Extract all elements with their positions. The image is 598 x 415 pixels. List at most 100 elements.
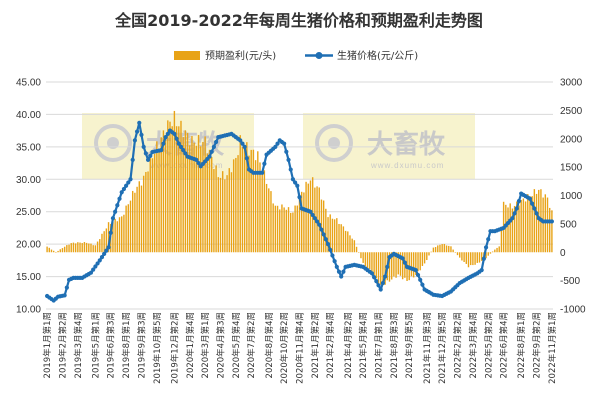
legend: 预期盈利(元/头) 生猪价格(元/公斤) xyxy=(174,49,418,62)
profit-bar xyxy=(63,246,66,253)
profit-bar xyxy=(107,222,110,253)
price-point xyxy=(330,253,335,258)
profit-bar xyxy=(274,205,277,253)
profit-bar xyxy=(520,199,522,253)
profit-bar xyxy=(160,137,162,253)
profit-bar xyxy=(491,251,494,253)
price-point xyxy=(380,280,386,286)
profit-bar xyxy=(208,149,211,253)
profit-bar xyxy=(401,252,404,280)
left-tick-label-2: 20.00 xyxy=(16,240,41,251)
profit-bar xyxy=(358,252,360,253)
price-point xyxy=(339,274,344,279)
price-point xyxy=(328,247,333,252)
x-tick-label-19: 2021年4月第2周 xyxy=(343,312,354,378)
x-axis-ticks: 2019年1月第1周 2019年2月第2周 2019年3月第4周 2019年5月第1周… xyxy=(42,312,558,384)
profit-bar xyxy=(142,175,145,253)
profit-bar xyxy=(445,245,448,253)
price-point xyxy=(88,270,94,275)
legend-swatch-price-marker xyxy=(315,52,323,59)
price-point xyxy=(262,161,267,166)
price-point xyxy=(295,183,300,188)
profit-bar xyxy=(380,252,382,285)
profit-bar xyxy=(415,252,417,275)
profit-bar xyxy=(272,203,274,253)
profit-bar xyxy=(531,196,533,253)
price-point xyxy=(516,198,522,204)
profit-bar xyxy=(338,223,340,253)
profit-bar xyxy=(294,205,296,253)
profit-bar xyxy=(193,142,195,253)
watermark-right-logo xyxy=(315,124,353,162)
price-point xyxy=(139,132,144,137)
profit-bar xyxy=(518,205,520,253)
profit-bar xyxy=(85,242,88,253)
price-point xyxy=(282,141,287,146)
price-point xyxy=(134,129,140,134)
profit-bar xyxy=(303,192,305,253)
left-tick-label-0: 10.00 xyxy=(16,305,41,316)
profit-bar xyxy=(507,207,509,253)
price-point xyxy=(209,149,214,154)
x-tick-label-3: 2019年5月第1周 xyxy=(90,312,101,378)
price-point xyxy=(385,264,390,269)
profit-bar xyxy=(538,189,540,253)
profit-bar xyxy=(360,252,362,259)
profit-bar xyxy=(59,249,61,253)
price-point xyxy=(288,167,293,172)
price-point xyxy=(64,285,69,290)
price-point xyxy=(117,196,122,201)
profit-bar xyxy=(66,245,68,253)
profit-bar xyxy=(371,252,373,274)
watermark-right-brand: 大畜牧 xyxy=(367,129,446,160)
legend-label-profit: 预期盈利(元/头) xyxy=(205,50,276,62)
price-point xyxy=(207,154,212,159)
price-point xyxy=(181,148,186,153)
profit-bar xyxy=(230,172,233,253)
profit-bar xyxy=(522,198,525,253)
profit-bar xyxy=(131,190,134,253)
price-point xyxy=(119,190,124,195)
right-tick-label-0: -1000 xyxy=(560,305,586,316)
x-tick-label-8: 2019年12月第2周 xyxy=(169,312,180,384)
profit-bar xyxy=(434,247,437,253)
profit-bar xyxy=(298,195,301,253)
profit-bar xyxy=(426,252,428,261)
price-point xyxy=(91,267,96,272)
left-tick-label-7: 45.00 xyxy=(16,78,41,89)
price-point xyxy=(238,138,243,143)
profit-bar xyxy=(195,145,198,253)
profit-bar xyxy=(549,207,551,253)
profit-bar xyxy=(505,204,507,253)
price-point xyxy=(402,260,407,265)
profit-bar xyxy=(513,205,516,253)
price-point xyxy=(293,180,298,185)
profit-bar xyxy=(265,183,268,253)
profit-bar xyxy=(175,126,178,253)
price-point xyxy=(479,267,484,273)
x-tick-label-17: 2021年1月第2周 xyxy=(310,312,321,378)
profit-bar xyxy=(369,252,371,269)
profit-bar xyxy=(180,120,182,253)
price-point xyxy=(240,141,245,146)
profit-bar xyxy=(459,252,461,258)
profit-bar xyxy=(292,212,294,253)
profit-bar xyxy=(140,185,143,253)
profit-bar xyxy=(375,252,378,279)
profit-bar xyxy=(263,170,266,253)
price-point xyxy=(483,245,489,250)
profit-bar xyxy=(395,252,397,278)
profit-bar xyxy=(252,149,255,253)
profit-bar xyxy=(221,171,224,253)
x-tick-label-12: 2020年5月第4周 xyxy=(231,312,242,378)
profit-bar xyxy=(388,252,391,282)
price-point xyxy=(532,206,537,211)
right-axis-ticks: -1000 -500 0 500 1000 1500 2000 2500 3000 xyxy=(560,78,586,316)
profit-bar xyxy=(226,175,228,253)
price-point xyxy=(549,219,555,224)
profit-bar xyxy=(320,199,323,253)
profit-bar xyxy=(83,242,86,253)
profit-bar xyxy=(178,126,180,253)
profit-bar xyxy=(276,205,279,253)
price-point xyxy=(275,141,280,146)
